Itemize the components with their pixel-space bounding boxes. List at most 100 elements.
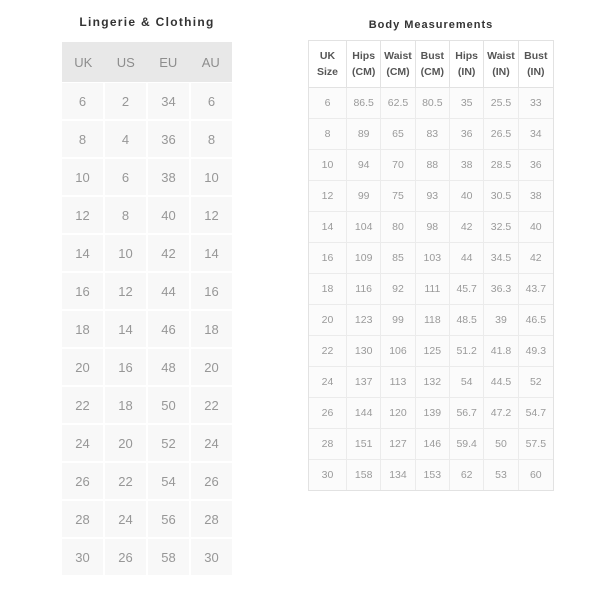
measurements-header-cell: Bust (IN) <box>518 41 553 88</box>
clothing-data-cell: 58 <box>148 539 189 575</box>
clothing-data-cell: 42 <box>148 235 189 271</box>
measurements-data-cell: 123 <box>347 305 382 336</box>
measurements-data-cell: 65 <box>381 119 416 150</box>
measurements-header-line: (IN) <box>492 66 510 78</box>
measurements-data-cell: 47.2 <box>484 398 519 429</box>
measurements-header-line: (CM) <box>386 66 410 78</box>
measurements-data-cell: 86.5 <box>347 88 382 119</box>
measurements-data-cell: 52 <box>518 367 553 398</box>
measurements-data-cell: 44.5 <box>484 367 519 398</box>
measurements-data-cell: 18 <box>309 274 347 305</box>
clothing-data-cell: 10 <box>191 159 232 195</box>
measurements-data-cell: 70 <box>381 150 416 181</box>
clothing-data-cell: 36 <box>148 121 189 157</box>
measurements-data-cell: 132 <box>415 367 450 398</box>
measurements-data-cell: 36 <box>518 150 553 181</box>
measurements-data-cell: 16 <box>309 243 347 274</box>
measurements-data-cell: 34 <box>518 119 553 150</box>
clothing-header-cell: US <box>116 54 135 70</box>
clothing-data-cell: 16 <box>105 349 146 385</box>
measurements-data-cell: 50 <box>484 429 519 460</box>
measurements-data-cell: 109 <box>347 243 382 274</box>
measurements-data-cell: 25.5 <box>484 88 519 119</box>
measurements-data-cell: 26.5 <box>484 119 519 150</box>
measurements-data-cell: 41.8 <box>484 336 519 367</box>
measurements-data-cell: 26 <box>309 398 347 429</box>
measurements-data-cell: 42 <box>449 212 485 243</box>
clothing-data-cell: 28 <box>191 501 232 537</box>
clothing-header-cell: EU <box>159 54 178 70</box>
measurements-header-line: (CM) <box>420 66 444 78</box>
measurements-table-header-row: UK Size Hips (CM) Waist (CM) Bust (CM) Hips (IN) W… <box>309 41 553 88</box>
measurements-header-line: Hips <box>455 49 479 62</box>
clothing-data-cell: 2 <box>105 83 146 119</box>
clothing-table-title: Lingerie & Clothing <box>79 15 215 29</box>
clothing-data-cell: 22 <box>62 387 103 423</box>
clothing-size-table-section: Lingerie & Clothing UK US EU AU 6 2 34 6 8 4 36 8 1… <box>62 15 232 575</box>
measurements-data-cell: 144 <box>347 398 382 429</box>
clothing-data-cell: 46 <box>148 311 189 347</box>
measurements-data-cell: 32.5 <box>484 212 519 243</box>
clothing-data-cell: 18 <box>105 387 146 423</box>
measurements-data-cell: 92 <box>381 274 416 305</box>
measurements-data-cell: 62 <box>449 460 485 490</box>
measurements-data-cell: 99 <box>347 181 382 212</box>
measurements-data-cell: 46.5 <box>518 305 553 336</box>
measurements-data-cell: 48.5 <box>449 305 485 336</box>
measurements-table-body: 6 86.5 62.5 80.5 35 25.5 33 8 89 65 83 36 26.5 34 10 94… <box>309 88 553 490</box>
measurements-data-cell: 85 <box>381 243 416 274</box>
measurements-data-cell: 151 <box>347 429 382 460</box>
clothing-data-cell: 4 <box>105 121 146 157</box>
measurements-data-cell: 40 <box>449 181 485 212</box>
clothing-data-cell: 22 <box>105 463 146 499</box>
measurements-data-cell: 104 <box>347 212 382 243</box>
measurements-data-cell: 75 <box>381 181 416 212</box>
measurements-header-line: Waist <box>487 49 515 62</box>
clothing-data-cell: 56 <box>148 501 189 537</box>
measurements-data-cell: 134 <box>381 460 416 490</box>
measurements-header-cell: Bust (CM) <box>415 41 450 88</box>
clothing-data-cell: 44 <box>148 273 189 309</box>
clothing-table-header-row: UK US EU AU <box>62 42 232 82</box>
clothing-data-cell: 14 <box>191 235 232 271</box>
measurements-data-cell: 80 <box>381 212 416 243</box>
measurements-data-cell: 125 <box>415 336 450 367</box>
measurements-data-cell: 116 <box>347 274 382 305</box>
measurements-data-cell: 10 <box>309 150 347 181</box>
clothing-data-cell: 18 <box>191 311 232 347</box>
measurements-data-cell: 30.5 <box>484 181 519 212</box>
measurements-data-cell: 139 <box>415 398 450 429</box>
measurements-data-cell: 38 <box>449 150 485 181</box>
measurements-header-line: (IN) <box>457 66 476 78</box>
clothing-data-cell: 50 <box>148 387 189 423</box>
body-measurements-section: Body Measurements UK Size Hips (CM) Waist (CM… <box>308 19 554 491</box>
measurements-data-cell: 80.5 <box>415 88 450 119</box>
clothing-data-cell: 10 <box>62 159 103 195</box>
measurements-data-cell: 60 <box>518 460 553 490</box>
measurements-data-cell: 93 <box>415 181 450 212</box>
clothing-data-cell: 34 <box>148 83 189 119</box>
measurements-data-cell: 36.3 <box>484 274 519 305</box>
clothing-data-cell: 8 <box>105 197 146 233</box>
measurements-data-cell: 113 <box>381 367 416 398</box>
measurements-header-cell: Waist (CM) <box>381 41 416 88</box>
measurements-data-cell: 44 <box>449 243 485 274</box>
measurements-table-title: Body Measurements <box>368 19 494 31</box>
clothing-data-cell: 30 <box>191 539 232 575</box>
measurements-data-cell: 153 <box>415 460 450 490</box>
measurements-data-cell: 34.5 <box>484 243 519 274</box>
measurements-data-cell: 39 <box>484 305 519 336</box>
clothing-data-cell: 8 <box>62 121 103 157</box>
measurements-header-cell: Hips (CM) <box>347 41 382 88</box>
clothing-table-body: 6 2 34 6 8 4 36 8 10 6 38 10 12 8 40 12 14 10 42 14 16 12 44 16… <box>62 83 232 575</box>
clothing-data-cell: 6 <box>62 83 103 119</box>
clothing-data-cell: 54 <box>148 463 189 499</box>
measurements-header-line: (IN) <box>527 66 545 78</box>
measurements-data-cell: 42 <box>518 243 553 274</box>
measurements-data-cell: 24 <box>309 367 347 398</box>
measurements-data-cell: 89 <box>347 119 382 150</box>
measurements-data-cell: 14 <box>309 212 347 243</box>
measurements-data-cell: 62.5 <box>381 88 416 119</box>
measurements-header-cell: Hips (IN) <box>449 41 485 88</box>
measurements-data-cell: 146 <box>415 429 450 460</box>
